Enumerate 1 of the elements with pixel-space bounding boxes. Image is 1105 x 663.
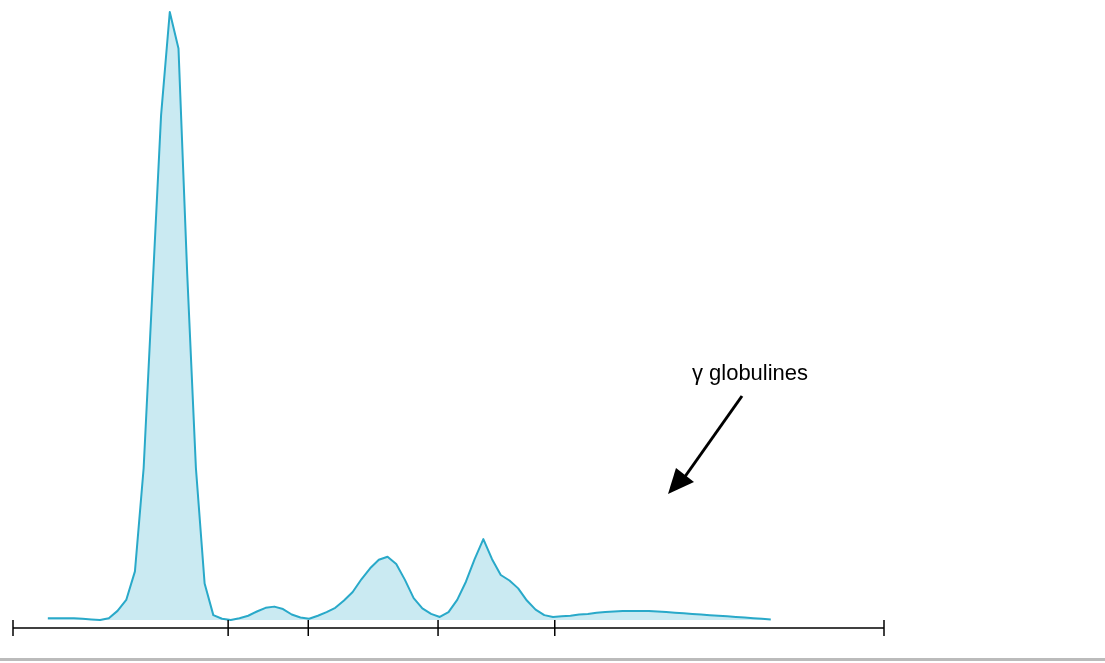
annotation: γ globulines — [691, 360, 809, 385]
